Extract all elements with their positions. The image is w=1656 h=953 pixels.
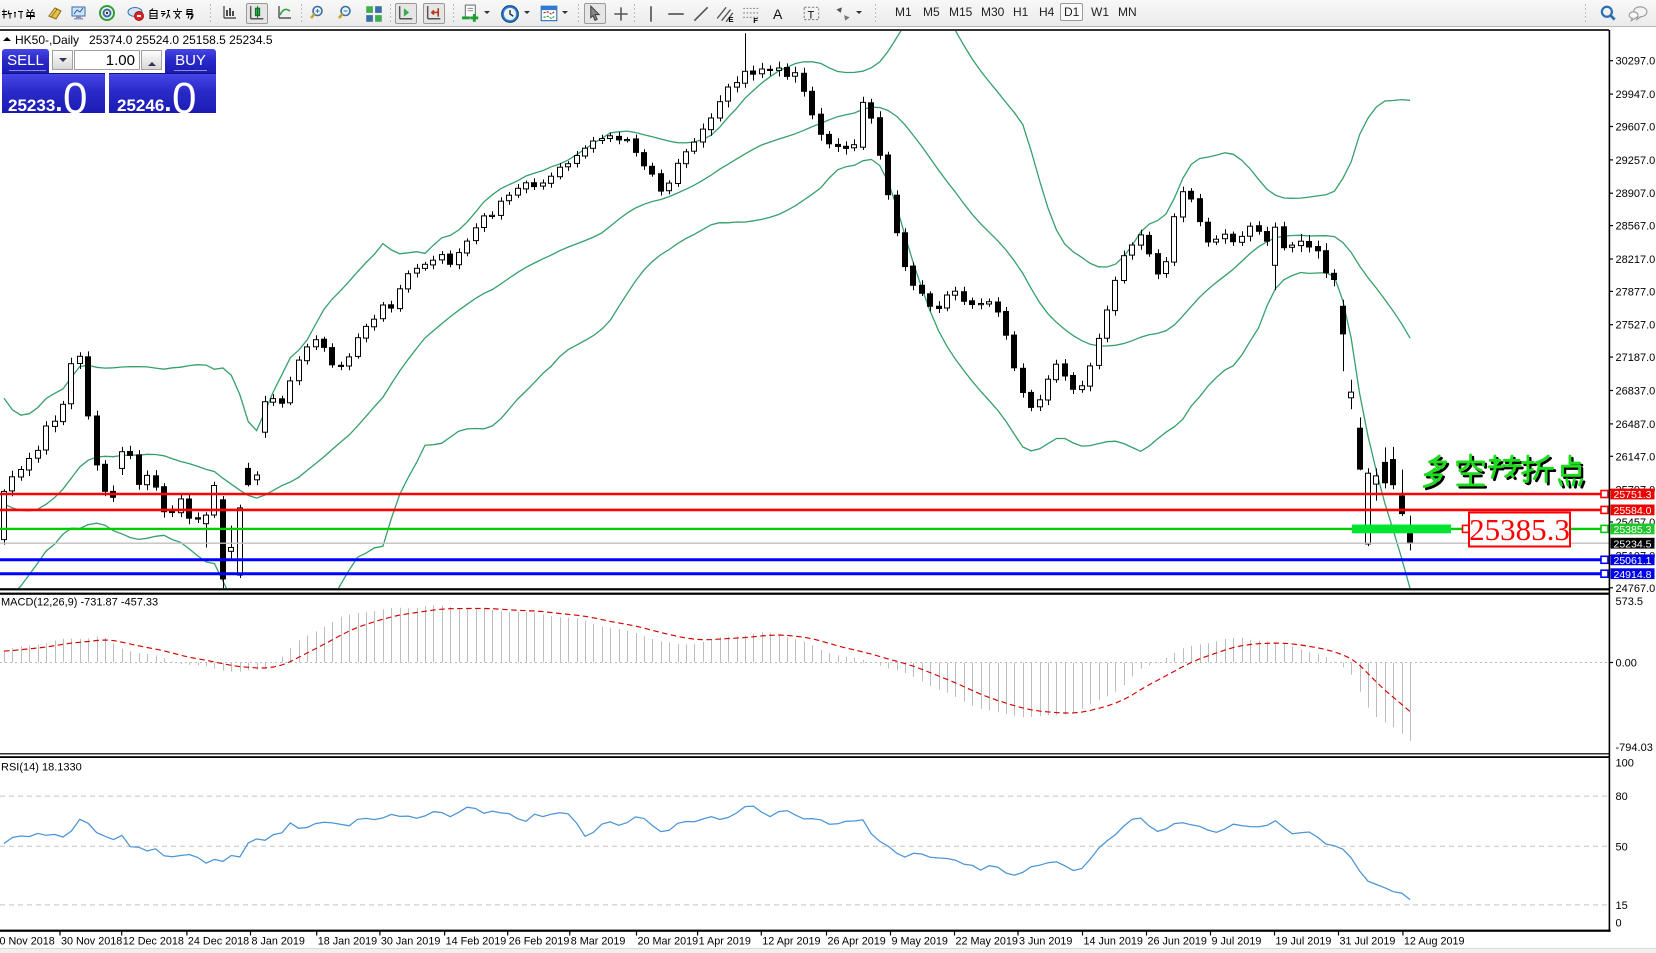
svg-text:27877.0: 27877.0 bbox=[1616, 286, 1656, 298]
svg-text:50: 50 bbox=[1616, 841, 1628, 853]
svg-text:9 May 2019: 9 May 2019 bbox=[892, 936, 948, 948]
svg-text:24 Dec 2018: 24 Dec 2018 bbox=[188, 936, 249, 948]
svg-text:100: 100 bbox=[1616, 758, 1634, 770]
svg-text:573.5: 573.5 bbox=[1616, 596, 1644, 608]
svg-text:26 Apr 2019: 26 Apr 2019 bbox=[828, 936, 886, 948]
svg-text:25385.3: 25385.3 bbox=[1469, 512, 1570, 547]
svg-text:3 Jun 2019: 3 Jun 2019 bbox=[1019, 936, 1072, 948]
svg-text:24767.0: 24767.0 bbox=[1616, 583, 1656, 595]
svg-text:15: 15 bbox=[1616, 900, 1628, 912]
svg-text:14 Feb 2019: 14 Feb 2019 bbox=[446, 936, 507, 948]
svg-text:30 Nov 2018: 30 Nov 2018 bbox=[61, 936, 122, 948]
svg-text:26487.0: 26487.0 bbox=[1616, 419, 1656, 431]
svg-text:80: 80 bbox=[1616, 791, 1628, 803]
svg-text:29257.0: 29257.0 bbox=[1616, 155, 1656, 167]
svg-text:26147.0: 26147.0 bbox=[1616, 451, 1656, 463]
svg-text:E: E bbox=[728, 15, 733, 24]
svg-text:1 Apr 2019: 1 Apr 2019 bbox=[699, 936, 751, 948]
svg-text:31 Jul 2019: 31 Jul 2019 bbox=[1340, 936, 1396, 948]
svg-text:28217.0: 28217.0 bbox=[1616, 254, 1656, 266]
svg-text:12 Dec 2018: 12 Dec 2018 bbox=[123, 936, 184, 948]
svg-text:0 Nov 2018: 0 Nov 2018 bbox=[0, 936, 55, 948]
svg-text:25061.1: 25061.1 bbox=[1614, 555, 1652, 567]
svg-text:22 May 2019: 22 May 2019 bbox=[956, 936, 1018, 948]
svg-text:25751.3: 25751.3 bbox=[1614, 489, 1652, 501]
svg-text:12 Aug 2019: 12 Aug 2019 bbox=[1404, 936, 1465, 948]
svg-text:25584.0: 25584.0 bbox=[1614, 505, 1652, 517]
svg-text:29607.0: 29607.0 bbox=[1616, 122, 1656, 134]
svg-text:MACD(12,26,9) -731.87 -457.33: MACD(12,26,9) -731.87 -457.33 bbox=[1, 597, 158, 609]
svg-text:8 Jan 2019: 8 Jan 2019 bbox=[252, 936, 305, 948]
svg-text:18 Jan 2019: 18 Jan 2019 bbox=[318, 936, 377, 948]
svg-text:26 Jun 2019: 26 Jun 2019 bbox=[1148, 936, 1207, 948]
svg-text:30297.0: 30297.0 bbox=[1616, 56, 1656, 68]
svg-text:27527.0: 27527.0 bbox=[1616, 320, 1656, 332]
svg-text:26837.0: 26837.0 bbox=[1616, 386, 1656, 398]
svg-text:24914.8: 24914.8 bbox=[1614, 569, 1652, 581]
svg-text:28907.0: 28907.0 bbox=[1616, 188, 1656, 200]
svg-text:8 Mar 2019: 8 Mar 2019 bbox=[571, 936, 626, 948]
svg-text:25385.3: 25385.3 bbox=[1614, 524, 1652, 536]
svg-text:14 Jun 2019: 14 Jun 2019 bbox=[1084, 936, 1143, 948]
svg-text:F: F bbox=[753, 16, 758, 24]
svg-text:19 Jul 2019: 19 Jul 2019 bbox=[1276, 936, 1332, 948]
svg-text:26 Feb 2019: 26 Feb 2019 bbox=[509, 936, 570, 948]
svg-text:20 Mar 2019: 20 Mar 2019 bbox=[638, 936, 699, 948]
svg-text:0.00: 0.00 bbox=[1616, 658, 1637, 670]
svg-text:29947.0: 29947.0 bbox=[1616, 89, 1656, 101]
svg-text:28567.0: 28567.0 bbox=[1616, 221, 1656, 233]
svg-text:30 Jan 2019: 30 Jan 2019 bbox=[381, 936, 440, 948]
svg-text:9 Jul 2019: 9 Jul 2019 bbox=[1212, 936, 1262, 948]
svg-text:0: 0 bbox=[1616, 918, 1622, 930]
svg-text:25234.5: 25234.5 bbox=[1614, 538, 1652, 550]
svg-text:-794.03: -794.03 bbox=[1616, 742, 1653, 754]
svg-text:12 Apr 2019: 12 Apr 2019 bbox=[762, 936, 820, 948]
svg-text:T: T bbox=[808, 9, 815, 21]
svg-text:RSI(14) 18.1330: RSI(14) 18.1330 bbox=[1, 762, 82, 774]
svg-text:27187.0: 27187.0 bbox=[1616, 352, 1656, 364]
